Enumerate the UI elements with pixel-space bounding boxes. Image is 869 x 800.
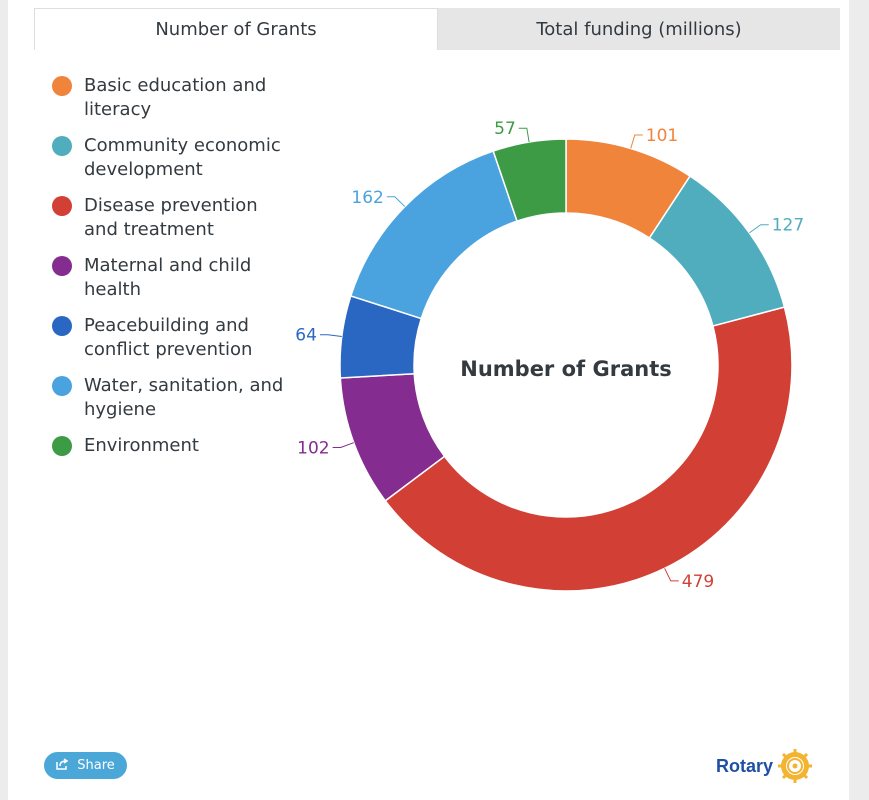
legend-item[interactable]: Disease prevention and treatment <box>46 194 296 242</box>
data-label: 479 <box>682 572 714 592</box>
legend-label: Disease prevention <box>84 195 258 216</box>
rotary-logo: Rotary <box>716 748 813 784</box>
share-button[interactable]: Share <box>44 752 127 779</box>
legend-item[interactable]: Environment <box>46 434 296 458</box>
legend-label: Environment <box>84 435 199 456</box>
data-label: 57 <box>494 119 516 139</box>
legend-label: literacy <box>84 99 152 120</box>
legend-label: health <box>84 279 141 300</box>
tab-number-of-grants[interactable]: Number of Grants <box>34 8 438 50</box>
data-label: 101 <box>646 126 678 146</box>
legend-label: and treatment <box>84 219 214 240</box>
data-label: 64 <box>295 326 317 346</box>
share-label: Share <box>77 758 115 773</box>
legend-label: Peacebuilding and <box>84 315 249 336</box>
legend-label: Maternal and child <box>84 255 252 276</box>
legend-label: Basic education and <box>84 75 267 96</box>
center-label: Number of Grants <box>460 357 671 381</box>
legend-label: Community economic <box>84 135 281 156</box>
rotary-wheel-icon <box>778 749 812 783</box>
donut-slice[interactable] <box>349 150 518 320</box>
legend-label: development <box>84 159 203 180</box>
data-label-connector <box>749 224 769 234</box>
tab-bar: Number of Grants Total funding (millions… <box>34 8 840 50</box>
legend-label: conflict prevention <box>84 339 253 360</box>
donut-slice[interactable] <box>384 306 793 592</box>
data-label-connector <box>630 134 643 149</box>
legend-item[interactable]: Basic education and literacy <box>46 74 296 122</box>
chart-card <box>8 0 849 800</box>
legend-item[interactable]: Peacebuilding and conflict prevention <box>46 314 296 362</box>
legend-label: Water, sanitation, and <box>84 375 284 396</box>
legend-swatch <box>52 376 72 396</box>
data-label-connector <box>332 442 354 449</box>
share-icon <box>56 757 69 774</box>
legend-swatch <box>52 196 72 216</box>
tab-total-funding[interactable]: Total funding (millions) <box>438 8 840 50</box>
legend-swatch <box>52 136 72 156</box>
data-label-connector <box>386 196 406 207</box>
legend-item[interactable]: Water, sanitation, and hygiene <box>46 374 296 422</box>
legend-swatch <box>52 76 72 96</box>
legend-swatch <box>52 316 72 336</box>
brand-name: Rotary <box>715 755 773 776</box>
data-label-connector <box>518 127 530 143</box>
data-label-connector <box>319 334 342 337</box>
data-label-connector <box>664 568 679 582</box>
data-label: 127 <box>772 216 804 236</box>
legend-label: hygiene <box>84 399 157 420</box>
chart-legend: Basic education and literacy Community eco… <box>46 74 296 470</box>
data-label: 102 <box>297 439 329 459</box>
data-label: 162 <box>351 188 383 208</box>
legend-item[interactable]: Maternal and child health <box>46 254 296 302</box>
legend-swatch <box>52 256 72 276</box>
legend-item[interactable]: Community economic development <box>46 134 296 182</box>
legend-swatch <box>52 436 72 456</box>
donut-slice[interactable] <box>492 138 567 223</box>
